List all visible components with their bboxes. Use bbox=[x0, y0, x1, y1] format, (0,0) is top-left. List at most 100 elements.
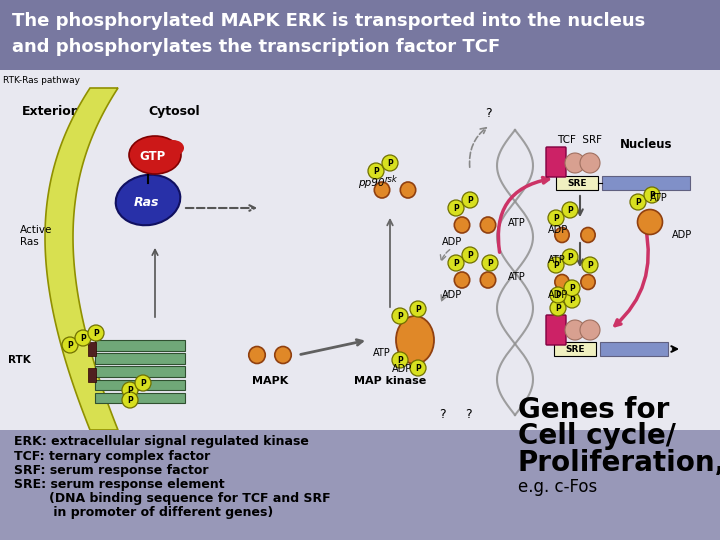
Ellipse shape bbox=[116, 175, 180, 225]
Circle shape bbox=[135, 375, 151, 391]
Text: P: P bbox=[567, 253, 573, 262]
Text: P: P bbox=[127, 386, 133, 395]
Text: P: P bbox=[453, 259, 459, 268]
Ellipse shape bbox=[454, 272, 469, 288]
Circle shape bbox=[580, 320, 600, 340]
FancyBboxPatch shape bbox=[554, 342, 596, 356]
Text: SRE: SRE bbox=[567, 179, 587, 188]
FancyBboxPatch shape bbox=[0, 0, 720, 70]
Text: P: P bbox=[487, 259, 493, 268]
Ellipse shape bbox=[396, 316, 434, 364]
Text: MAP kinase: MAP kinase bbox=[354, 376, 426, 386]
Text: pp90: pp90 bbox=[358, 178, 384, 188]
Ellipse shape bbox=[129, 136, 181, 174]
Text: ATP: ATP bbox=[508, 272, 526, 282]
FancyBboxPatch shape bbox=[0, 430, 720, 540]
Circle shape bbox=[75, 330, 91, 346]
Text: ADP: ADP bbox=[548, 225, 568, 235]
Text: (DNA binding sequence for TCF and SRF: (DNA binding sequence for TCF and SRF bbox=[14, 492, 330, 505]
Circle shape bbox=[548, 210, 564, 226]
Text: TCF: ternary complex factor: TCF: ternary complex factor bbox=[14, 450, 210, 463]
Text: P: P bbox=[635, 198, 641, 207]
FancyBboxPatch shape bbox=[88, 342, 96, 356]
Text: P: P bbox=[567, 206, 573, 215]
Ellipse shape bbox=[400, 182, 415, 198]
FancyBboxPatch shape bbox=[600, 342, 668, 356]
Circle shape bbox=[410, 360, 426, 376]
Text: P: P bbox=[415, 305, 421, 314]
Ellipse shape bbox=[374, 182, 390, 198]
Ellipse shape bbox=[637, 210, 662, 234]
Circle shape bbox=[62, 337, 78, 353]
Text: P: P bbox=[467, 251, 473, 260]
Text: ?: ? bbox=[464, 408, 472, 421]
Text: SRE: serum response element: SRE: serum response element bbox=[14, 478, 225, 491]
Text: P: P bbox=[569, 296, 575, 305]
Polygon shape bbox=[45, 88, 118, 430]
Text: P: P bbox=[93, 329, 99, 338]
Text: P: P bbox=[67, 341, 73, 350]
Text: P: P bbox=[397, 312, 403, 321]
Text: ?: ? bbox=[485, 107, 491, 120]
Ellipse shape bbox=[555, 227, 569, 242]
Text: ?: ? bbox=[438, 408, 445, 421]
Circle shape bbox=[644, 187, 660, 203]
FancyBboxPatch shape bbox=[546, 315, 566, 345]
Circle shape bbox=[564, 292, 580, 308]
Circle shape bbox=[448, 200, 464, 216]
Text: MAPK: MAPK bbox=[252, 376, 288, 386]
Circle shape bbox=[564, 280, 580, 296]
Text: Cell cycle/: Cell cycle/ bbox=[518, 422, 676, 450]
Circle shape bbox=[462, 192, 478, 208]
Ellipse shape bbox=[248, 347, 265, 363]
Text: ADP: ADP bbox=[442, 237, 462, 247]
Text: P: P bbox=[397, 356, 403, 365]
Text: e.g. c-Fos: e.g. c-Fos bbox=[518, 478, 598, 496]
Text: Cytosol: Cytosol bbox=[148, 105, 199, 118]
Circle shape bbox=[565, 153, 585, 173]
Circle shape bbox=[565, 320, 585, 340]
Ellipse shape bbox=[480, 272, 495, 288]
Text: GTP: GTP bbox=[140, 151, 166, 164]
Circle shape bbox=[122, 392, 138, 408]
Circle shape bbox=[392, 308, 408, 324]
Text: P: P bbox=[140, 379, 146, 388]
Text: P: P bbox=[387, 159, 393, 168]
Text: ATP: ATP bbox=[650, 193, 667, 203]
Ellipse shape bbox=[555, 274, 569, 289]
Text: P: P bbox=[587, 261, 593, 270]
Circle shape bbox=[550, 300, 566, 316]
FancyBboxPatch shape bbox=[95, 393, 185, 403]
Text: ERK: extracellular signal regulated kinase: ERK: extracellular signal regulated kina… bbox=[14, 435, 309, 448]
FancyBboxPatch shape bbox=[95, 340, 185, 351]
Circle shape bbox=[122, 382, 138, 398]
Text: ATP: ATP bbox=[373, 348, 391, 358]
FancyBboxPatch shape bbox=[0, 70, 720, 430]
FancyBboxPatch shape bbox=[95, 353, 185, 364]
Circle shape bbox=[582, 257, 598, 273]
Text: The phosphorylated MAPK ERK is transported into the nucleus: The phosphorylated MAPK ERK is transport… bbox=[12, 12, 645, 30]
Text: Active
Ras: Active Ras bbox=[20, 225, 53, 247]
Text: P: P bbox=[415, 364, 421, 373]
FancyBboxPatch shape bbox=[88, 368, 96, 382]
Text: P: P bbox=[569, 284, 575, 293]
Text: RTK: RTK bbox=[8, 355, 31, 365]
Circle shape bbox=[392, 352, 408, 368]
Circle shape bbox=[548, 257, 564, 273]
Text: RTK-Ras pathway: RTK-Ras pathway bbox=[3, 76, 80, 85]
Text: P: P bbox=[553, 261, 559, 270]
FancyBboxPatch shape bbox=[556, 176, 598, 190]
Circle shape bbox=[88, 325, 104, 341]
Circle shape bbox=[368, 163, 384, 179]
Ellipse shape bbox=[454, 217, 469, 233]
Text: ADP: ADP bbox=[442, 290, 462, 300]
Text: Proliferation,: Proliferation, bbox=[518, 449, 720, 477]
Text: P: P bbox=[453, 204, 459, 213]
Text: SRE: SRE bbox=[565, 345, 585, 354]
Text: P: P bbox=[555, 291, 561, 300]
Text: in promoter of different genes): in promoter of different genes) bbox=[14, 506, 274, 519]
FancyBboxPatch shape bbox=[602, 176, 690, 190]
Circle shape bbox=[562, 202, 578, 218]
Text: P: P bbox=[80, 334, 86, 343]
Circle shape bbox=[580, 153, 600, 173]
